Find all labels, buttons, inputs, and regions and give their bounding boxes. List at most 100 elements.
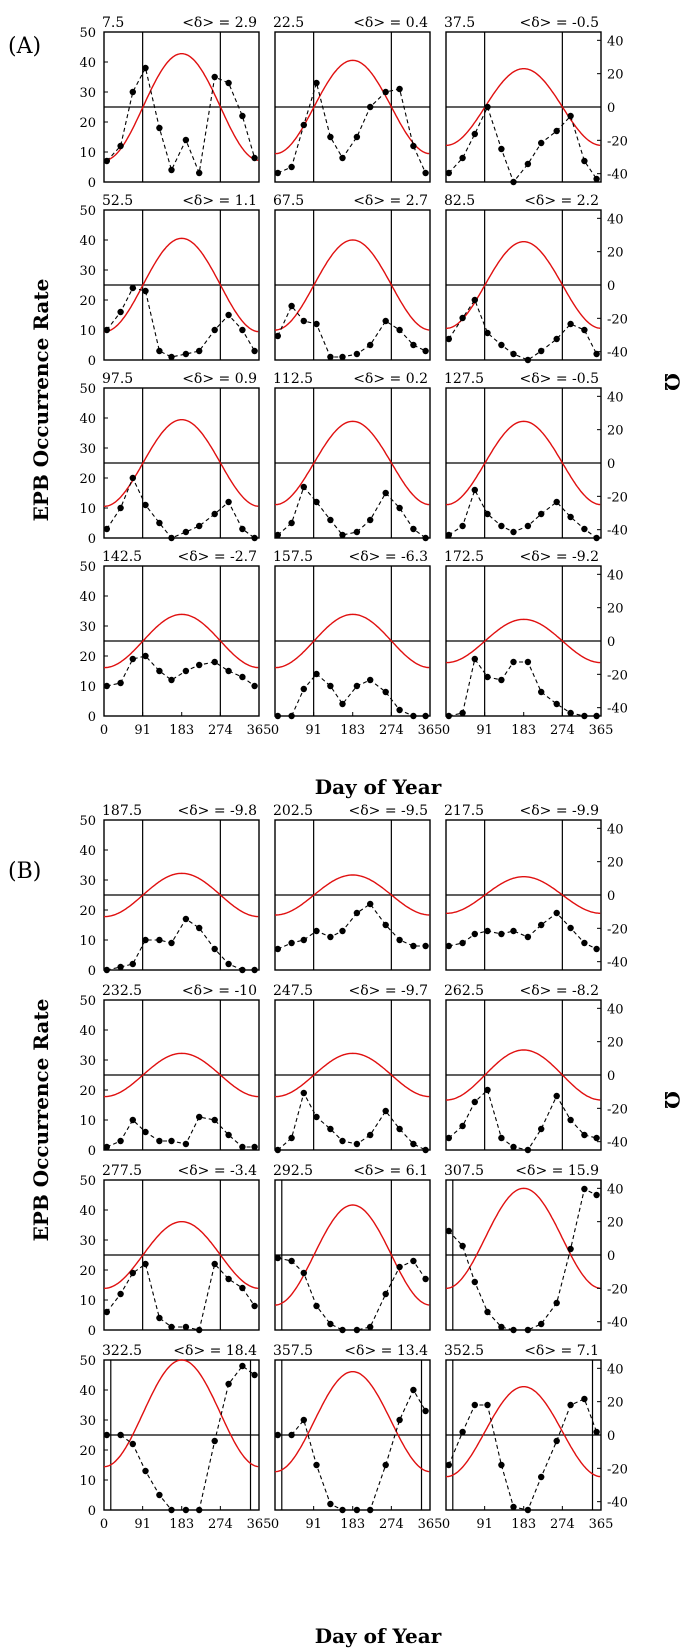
data-point [274, 712, 281, 720]
data-point [410, 142, 417, 150]
data-point [300, 121, 307, 129]
y2-tick-label: 0 [607, 457, 615, 472]
data-point [117, 679, 124, 687]
panel-B-2: 202.5 <δ> = -9.5 [273, 803, 431, 971]
panel-mean-delta: <δ> = -0.5 [519, 15, 599, 31]
y-tick-label: 30 [79, 874, 96, 889]
y-tick-label: 40 [79, 590, 96, 605]
model-curve [445, 420, 601, 506]
data-point [129, 960, 136, 968]
data-point [553, 1299, 560, 1307]
data-point [581, 939, 588, 947]
panel-mean-delta: <δ> = 13.4 [344, 1343, 428, 1359]
data-point [593, 175, 600, 183]
data-point [196, 1506, 203, 1514]
y-tick-label: 20 [79, 1084, 96, 1099]
y-tick-label: 20 [79, 294, 96, 309]
panel-B-7: 277.5 <δ> = -3.4 0 10 20 30 40 50 [79, 1163, 260, 1339]
data-point [117, 308, 124, 316]
data-point [484, 103, 491, 111]
data-point [510, 1143, 517, 1151]
y-tick-label: 0 [88, 1324, 96, 1339]
data-point [567, 320, 574, 328]
x-axis-label-b: Day of Year [315, 1624, 442, 1648]
data-point [484, 1086, 491, 1094]
model-curve [274, 59, 430, 155]
data-point [251, 154, 258, 162]
panel-longitude: 157.5 [273, 549, 313, 565]
data-point [168, 676, 175, 684]
data-line [277, 903, 426, 950]
model-curve [446, 1049, 601, 1101]
x-tick-label: 0 [271, 1517, 279, 1532]
y-tick-label: 10 [79, 502, 96, 517]
data-point [510, 350, 517, 358]
y-tick-label: 0 [88, 1144, 96, 1159]
data-point [300, 1416, 307, 1424]
data-point [142, 1128, 149, 1136]
model-curve [103, 1359, 259, 1468]
panel-A-3: 37.5 <δ> = -0.5 40 20 0 -20 -40 [444, 15, 628, 186]
data-point [410, 525, 417, 533]
data-line [448, 1188, 597, 1331]
y-tick-label: 50 [79, 1354, 96, 1369]
data-point [168, 534, 175, 542]
panel-A-8: 112.5 <δ> = 0.2 [273, 371, 431, 542]
y2-tick-label: -20 [607, 1462, 628, 1477]
x-tick-label: 183 [511, 1517, 536, 1532]
data-point [471, 130, 478, 138]
data-point [313, 927, 320, 935]
data-point [117, 1431, 124, 1439]
data-point [422, 942, 429, 950]
data-point [422, 169, 429, 177]
panel-A-10: 142.5 <δ> = -2.7 0 10 20 30 40 50 0 91 183 274 365 [79, 549, 271, 738]
data-point [156, 1137, 163, 1145]
panel-mean-delta: <δ> = 1.1 [182, 193, 257, 209]
data-point [225, 1131, 232, 1139]
data-point [288, 1257, 295, 1265]
data-point [410, 712, 417, 720]
model-curve [445, 618, 601, 664]
model-curve [104, 1221, 259, 1289]
data-point [182, 1140, 190, 1148]
panel-mean-delta: <δ> = 0.4 [353, 15, 428, 31]
data-point [510, 1503, 517, 1511]
y2-tick-label: -40 [607, 1496, 628, 1511]
data-point [103, 1308, 111, 1316]
x-tick-label: 365 [418, 1517, 443, 1532]
data-point [382, 88, 389, 96]
data-point [459, 154, 466, 162]
data-point [129, 1269, 136, 1277]
data-point [498, 341, 505, 349]
y2-tick-label: 0 [607, 635, 615, 650]
data-point [129, 1116, 136, 1124]
model-curve [446, 68, 601, 146]
data-line [448, 105, 598, 184]
data-point [211, 1437, 218, 1445]
data-point [142, 64, 149, 72]
data-point [288, 712, 295, 720]
y2-tick-label: -40 [607, 1316, 628, 1331]
x-tick-label: 183 [340, 1517, 365, 1532]
data-point [225, 667, 232, 675]
data-point [445, 712, 452, 720]
panel-longitude: 322.5 [102, 1343, 142, 1359]
y-tick-label: 50 [79, 382, 96, 397]
y2-tick-label: 40 [607, 822, 624, 837]
data-line [106, 918, 255, 971]
panel-label-a: (A) [8, 34, 41, 59]
panel-mean-delta: <δ> = -9.2 [519, 549, 599, 565]
y-tick-label: 50 [79, 994, 96, 1009]
data-point [498, 676, 505, 684]
data-point [382, 1461, 389, 1469]
data-point [239, 326, 246, 334]
data-point [327, 682, 334, 690]
y2-tick-label: -40 [607, 702, 628, 717]
data-point [353, 528, 361, 536]
data-point [251, 347, 258, 355]
panel-longitude: 352.5 [444, 1343, 484, 1359]
data-point [239, 673, 246, 681]
data-point [353, 682, 361, 690]
data-point [129, 1440, 136, 1448]
y-tick-label: 10 [79, 934, 96, 949]
